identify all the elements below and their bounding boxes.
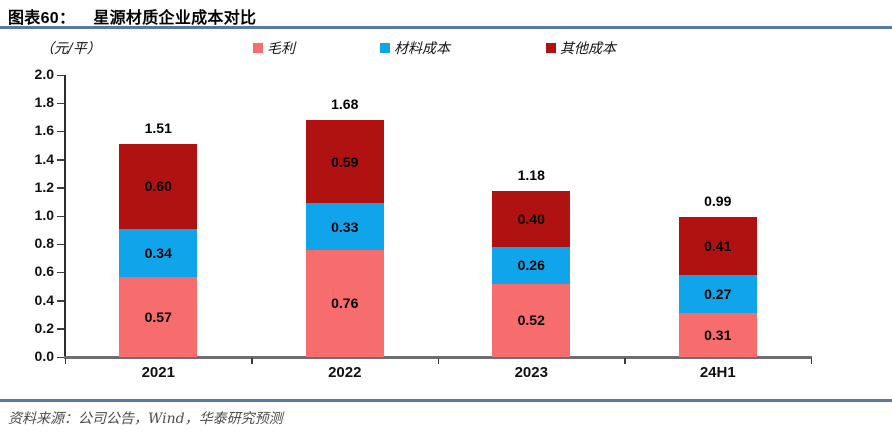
- bar-total-label: 1.51: [144, 120, 172, 137]
- y-tick-label: 2.0: [34, 66, 54, 82]
- bar-segment: 0.76: [305, 249, 384, 357]
- y-tick-label: 0.0: [34, 348, 54, 364]
- bar-segment: 0.27: [678, 275, 757, 314]
- y-axis-tick: [57, 159, 64, 161]
- stacked-bar-2023: 0.40 0.26 0.52: [492, 190, 571, 357]
- legend-label: 材料成本: [394, 41, 450, 57]
- y-axis-line: [64, 75, 66, 359]
- x-axis-tick: [810, 358, 812, 364]
- y-tick-label: 0.6: [34, 263, 54, 280]
- y-axis-tick: [57, 215, 64, 217]
- y-axis-tick: [57, 102, 64, 105]
- x-category-label: 2023: [514, 364, 548, 381]
- y-tick-label: 0.8: [34, 235, 54, 252]
- y-axis-tick: [57, 356, 64, 358]
- header-rule: [0, 26, 892, 29]
- bar-total-label: 1.68: [331, 96, 359, 113]
- legend-swatch-icon: [380, 43, 390, 53]
- x-category-label: 24H1: [699, 364, 736, 381]
- bar-segment: 0.33: [305, 203, 384, 250]
- y-tick-label: 1.2: [34, 178, 54, 195]
- stacked-bar-2021: 0.60 0.34 0.57: [119, 144, 198, 357]
- legend-swatch-icon: [253, 43, 263, 53]
- y-tick-label: 1.0: [34, 207, 54, 223]
- stacked-bar-2022: 0.59 0.33 0.76: [305, 120, 384, 357]
- footer-rule: [0, 399, 892, 402]
- x-category-label: 2022: [328, 364, 362, 381]
- chart-header: 图表60： 星源材质企业成本对比: [8, 4, 888, 28]
- legend-item-gross-margin: 毛利: [253, 40, 295, 57]
- x-axis-tick: [251, 358, 253, 364]
- bar-segment: 0.40: [492, 190, 571, 248]
- bar-segment: 0.57: [119, 276, 198, 357]
- x-axis-tick: [64, 358, 66, 364]
- plot-area: 0.60 0.34 0.57 1.51 0.59 0.33 0.76 1.68 0.40 0.26…: [65, 75, 811, 357]
- legend-label: 其他成本: [560, 41, 616, 57]
- page-title: 星源材质企业成本对比: [93, 10, 257, 27]
- stacked-bar-24H1: 0.41 0.27 0.31: [678, 217, 757, 357]
- y-tick-label: 1.6: [34, 122, 54, 139]
- bar-segment: 0.52: [492, 283, 571, 357]
- y-axis-tick: [57, 187, 64, 189]
- bar-segment: 0.59: [305, 120, 384, 204]
- y-axis-tick: [57, 328, 64, 330]
- bar-total-label: 1.18: [517, 166, 545, 183]
- bar-total-label: 0.99: [704, 193, 732, 210]
- legend-swatch-icon: [546, 43, 556, 53]
- x-category-label: 2021: [141, 364, 175, 381]
- y-tick-label: 1.8: [34, 94, 54, 111]
- y-tick-label: 0.2: [34, 319, 54, 336]
- bar-segment: 0.34: [119, 228, 198, 277]
- bar-segment: 0.41: [678, 217, 757, 276]
- y-tick-label: 0.4: [34, 291, 54, 308]
- y-axis-tick: [57, 130, 64, 133]
- y-axis-tick: [57, 74, 64, 76]
- bar-segment: 0.31: [678, 313, 757, 357]
- x-axis-tick: [437, 358, 439, 364]
- y-axis-tick: [57, 243, 64, 246]
- y-axis-unit-label: （元/平）: [40, 41, 101, 57]
- legend-label: 毛利: [267, 41, 295, 57]
- y-axis-tick: [57, 300, 64, 302]
- y-tick-label: 1.4: [34, 150, 54, 167]
- x-axis-line: [64, 356, 812, 359]
- source-note: 资料来源：公司公告，Wind，华泰研究预测: [8, 411, 283, 427]
- legend-item-material-cost: 材料成本: [380, 40, 450, 57]
- bar-segment: 0.60: [119, 144, 198, 229]
- y-axis-tick: [57, 271, 64, 274]
- bar-segment: 0.26: [492, 247, 571, 284]
- x-axis-tick: [624, 358, 626, 364]
- figure-label: 图表60：: [8, 10, 76, 27]
- legend-item-other-cost: 其他成本: [546, 40, 616, 57]
